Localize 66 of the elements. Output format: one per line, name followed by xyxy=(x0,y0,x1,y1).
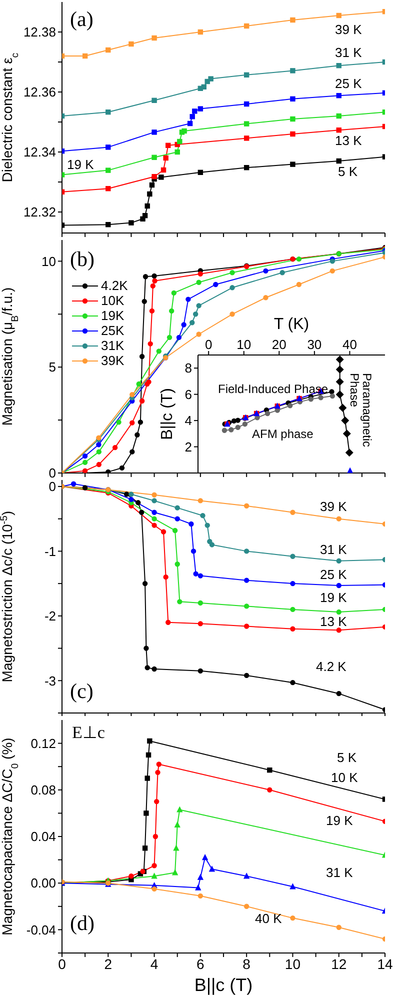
x-tick-label: 30 xyxy=(307,337,322,352)
y-tick-label: 0 xyxy=(48,466,56,481)
legend-label: 10K xyxy=(101,293,124,308)
x-tick-label: 14 xyxy=(377,956,393,972)
x-tick-label: 0 xyxy=(204,337,212,352)
x-tick-label: 12 xyxy=(331,956,347,972)
annotation: 31 K xyxy=(326,865,353,880)
legend-label: 31K xyxy=(101,338,124,353)
x-axis-title: B||c (T) xyxy=(194,975,253,995)
y-tick-label: 0.08 xyxy=(30,782,56,798)
x-tick-label: 20 xyxy=(272,337,286,352)
y-tick-label: 5 xyxy=(48,360,56,375)
annotation: 40 K xyxy=(255,911,282,926)
annotation: 25 K xyxy=(320,567,347,582)
y-tick-label: 2 xyxy=(184,439,192,454)
y-tick-label: -2 xyxy=(44,608,56,624)
x-tick-label: 8 xyxy=(242,956,251,972)
legend-label: 39K xyxy=(101,353,124,368)
legend-label: 25K xyxy=(101,323,124,338)
annotation: Paramagnetic Phase xyxy=(348,373,374,450)
x-tick-label: 40 xyxy=(342,337,357,352)
y-tick-label: -1 xyxy=(44,544,56,559)
annotation: 39 K xyxy=(320,499,347,514)
y-tick-label: 0.00 xyxy=(30,876,56,891)
annotation: 31 K xyxy=(335,45,362,60)
x-tick-label: 6 xyxy=(196,956,205,972)
y-tick-label: 0.04 xyxy=(30,829,56,844)
annotation: 5 K xyxy=(338,164,358,179)
y-tick-label: 12.32 xyxy=(23,204,56,220)
annotation: 4.2 K xyxy=(316,659,346,674)
y-tick-label: -3 xyxy=(44,673,56,688)
annotation: 39 K xyxy=(335,22,362,37)
x-axis-title: T (K) xyxy=(274,316,310,333)
y-tick-label: 0 xyxy=(48,479,56,494)
y-tick-label: 6 xyxy=(184,386,192,402)
annotation: 19 K xyxy=(320,590,347,605)
legend-label: 19K xyxy=(101,308,124,323)
annotation: 13 K xyxy=(320,614,347,629)
x-tick-label: 4 xyxy=(150,956,158,972)
y-tick-label: -0.04 xyxy=(26,922,56,938)
annotation: (d) xyxy=(70,911,94,935)
annotation: 10 K xyxy=(331,770,358,785)
annotation: (a) xyxy=(70,7,94,31)
y-tick-label: 12.34 xyxy=(23,144,56,160)
y-tick-label: 10 xyxy=(42,254,56,269)
annotation: (c) xyxy=(70,679,94,703)
annotation: (b) xyxy=(70,247,94,271)
annotation: E⊥c xyxy=(72,723,105,742)
annotation: 19 K xyxy=(67,157,94,172)
y-axis-title: B||c (T) xyxy=(159,388,176,440)
annotation: Field-Induced Phase xyxy=(218,382,328,396)
annotation: AFM phase xyxy=(252,427,314,441)
annotation: 31 K xyxy=(320,542,347,557)
x-tick-label: 2 xyxy=(104,956,112,972)
annotation: 13 K xyxy=(335,133,362,148)
y-tick-label: 4 xyxy=(184,413,192,428)
y-tick-label: 8 xyxy=(184,360,192,376)
annotation: 19 K xyxy=(326,813,353,828)
annotation: 25 K xyxy=(335,76,362,91)
x-tick-label: 10 xyxy=(236,337,252,352)
legend-label: 4.2K xyxy=(101,278,128,293)
y-tick-label: 12.36 xyxy=(23,84,56,100)
x-tick-label: 10 xyxy=(284,956,301,972)
y-tick-label: 0.12 xyxy=(30,736,56,751)
annotation: 5 K xyxy=(337,750,357,765)
y-tick-label: 12.38 xyxy=(23,24,56,40)
